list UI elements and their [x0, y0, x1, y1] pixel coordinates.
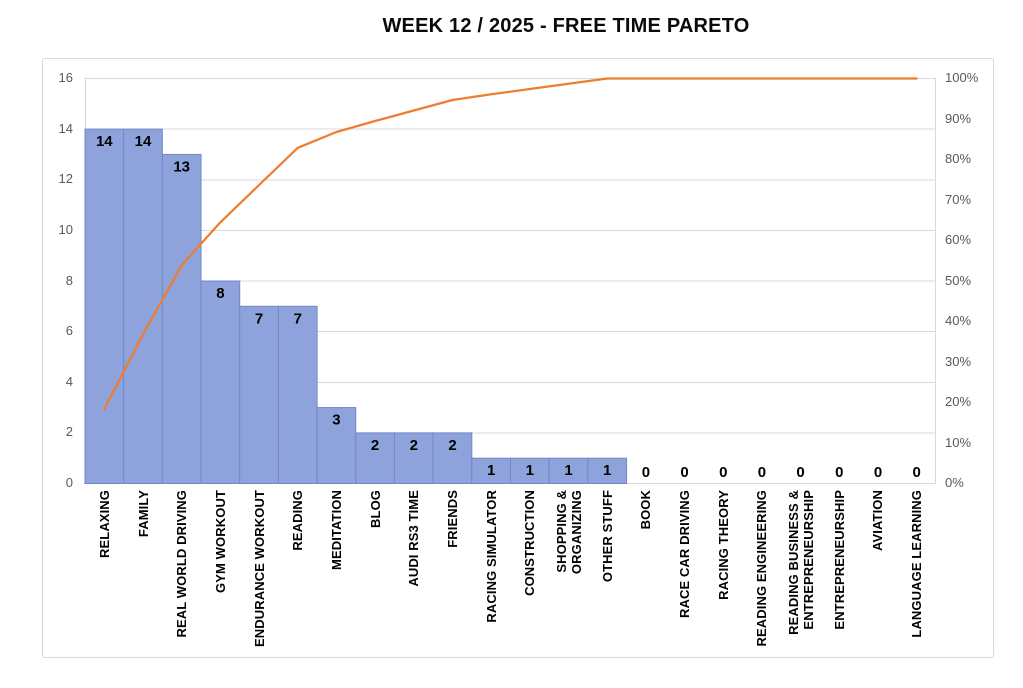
left-axis-tick: 8: [65, 272, 73, 288]
right-axis-tick: 80%: [945, 151, 972, 166]
bar-value-label: 1: [487, 462, 495, 479]
category-label: SHOPPING & ORGANIZING: [553, 490, 584, 575]
bar-value-label: 1: [564, 462, 572, 479]
bar-value-label: 2: [371, 437, 379, 454]
right-axis-tick: 20%: [945, 394, 972, 409]
bar-value-label: 1: [526, 462, 534, 479]
category-label: READING: [290, 490, 306, 551]
right-axis-tick: 60%: [945, 232, 972, 247]
bar-value-label: 2: [410, 437, 418, 454]
bar-value-label: 13: [173, 158, 190, 175]
left-axis-tick: 4: [65, 373, 73, 389]
category-label: GYM WORKOUT: [212, 490, 228, 593]
left-axis-tick: 2: [65, 424, 73, 440]
category-label: BOOK: [638, 490, 654, 530]
category-label: FRIENDS: [444, 490, 460, 548]
plot-area: 14 14 13 8 7 7 3 2 2 2 1 1 1 1 0 0 0 0 0 0 0 0: [84, 77, 936, 485]
bar-value-label: 3: [332, 412, 340, 429]
bar: [548, 457, 589, 485]
chart-title: WEEK 12 / 2025 - FREE TIME PARETO: [382, 15, 750, 37]
bar-value-label: 14: [135, 133, 152, 150]
category-label: AUDI RS3 TIME: [406, 490, 422, 587]
category-label: RACE CAR DRIVING: [677, 490, 693, 618]
category-label: READING BUSINESS & ENTREPRENEURSHIP: [785, 490, 816, 635]
bar-value-label: 0: [796, 464, 804, 481]
bar-value-label: 14: [96, 133, 113, 150]
bar-value-label: 2: [448, 437, 456, 454]
right-axis-tick: 40%: [945, 313, 972, 328]
bar: [200, 280, 241, 484]
bar: [161, 153, 202, 484]
right-axis-tick: 90%: [945, 110, 972, 126]
category-label: CONSTRUCTION: [522, 490, 538, 596]
category-label: OTHER STUFF: [599, 490, 615, 583]
chart-frame: 14 14 13 8 7 7 3 2 2 2 1 1 1 1 0 0 0 0 0 0 0 0 16 14 12 10 8 6 4 2 0 …: [42, 58, 994, 658]
category-label: RACING SIMULATOR: [483, 490, 499, 623]
bar-value-label: 8: [216, 285, 224, 302]
bar-value-label: 1: [603, 462, 611, 479]
bar: [239, 305, 279, 484]
bar-value-label: 7: [294, 310, 302, 327]
bar: [471, 457, 512, 485]
right-axis-tick: 0%: [945, 475, 964, 490]
pareto-cumulative-line: [103, 77, 918, 411]
bar: [277, 305, 318, 484]
left-axis-tick: 0: [65, 475, 73, 490]
bar-value-label: 0: [642, 464, 650, 481]
category-label: MEDITATION: [328, 490, 344, 570]
left-axis-tick: 14: [58, 120, 73, 136]
left-axis-tick: 10: [58, 221, 73, 237]
left-axis-tick: 6: [65, 323, 73, 339]
bar: [587, 457, 628, 485]
plot-svg: 14 14 13 8 7 7 3 2 2 2 1 1 1 1 0 0 0 0 0 0 0 0: [84, 77, 936, 485]
right-axis-tick: 30%: [945, 353, 972, 369]
category-label: READING ENGINEERING: [754, 490, 770, 647]
category-label: AVIATION: [870, 490, 886, 551]
bar-value-label: 0: [680, 464, 688, 481]
bar: [393, 432, 434, 485]
bar-value-label: 0: [835, 464, 843, 481]
bar: [123, 128, 163, 485]
category-label: RELAXING: [96, 490, 112, 558]
category-label: ENTREPRENEURSHIP: [831, 490, 847, 630]
category-label: BLOG: [367, 490, 383, 528]
right-axis-tick: 10%: [945, 434, 972, 450]
right-axis-tick: 50%: [945, 272, 972, 288]
bar-value-label: 0: [758, 464, 766, 481]
bar: [84, 128, 125, 485]
bar-value-label: 0: [874, 464, 882, 481]
category-label: REAL WORLD DRIVING: [174, 490, 190, 638]
category-label: FAMILY: [135, 490, 151, 538]
bar: [432, 432, 473, 485]
category-label: RACING THEORY: [715, 490, 731, 600]
left-axis-tick: 12: [58, 171, 73, 187]
category-label: ENDURANCE WORKOUT: [251, 490, 267, 647]
right-axis-tick: 100%: [945, 70, 979, 85]
category-label: LANGUAGE LEARNING: [909, 490, 925, 638]
bar-value-label: 0: [719, 464, 727, 481]
bar-value-label: 7: [255, 310, 263, 327]
right-axis-tick: 70%: [945, 191, 972, 207]
bar-value-label: 0: [913, 464, 921, 481]
left-axis-tick: 16: [58, 70, 73, 85]
bar: [510, 457, 550, 485]
